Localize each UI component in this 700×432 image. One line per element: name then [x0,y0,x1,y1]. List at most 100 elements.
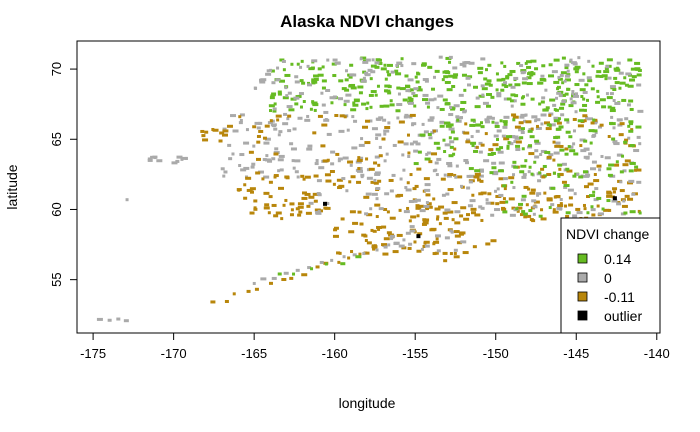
data-point [447,123,454,127]
data-point [301,81,306,85]
data-point [634,67,641,71]
data-point [501,83,507,87]
data-point [480,143,485,147]
data-point [350,175,356,179]
data-point [383,237,390,241]
data-point [552,210,559,214]
data-point [597,125,602,129]
data-point [421,62,427,66]
data-point [563,79,567,83]
data-point [332,234,339,238]
data-point [277,90,282,94]
data-point [579,108,585,112]
data-point [523,185,529,189]
data-point [553,58,560,62]
data-point [587,59,591,63]
data-point [505,76,510,80]
data-point [332,74,337,78]
data-point [560,113,565,117]
data-point [636,83,642,87]
data-point [424,244,430,248]
data-point [419,209,426,213]
data-point [636,135,641,139]
data-point [503,97,507,101]
data-point [386,210,390,214]
data-point [389,216,396,220]
data-point [313,77,319,81]
data-point [491,120,495,124]
data-point [371,58,375,62]
data-point [414,184,419,188]
data-point [329,170,335,174]
data-point [406,206,410,210]
data-point [421,222,427,226]
data-point [352,253,357,257]
data-point [583,139,588,143]
data-point [477,71,483,75]
data-point [444,236,450,240]
data-point [269,96,275,100]
data-point [368,93,374,97]
data-point [441,193,446,197]
data-point [428,136,433,140]
data-point [322,159,329,163]
data-point [555,141,561,145]
data-point [302,177,306,181]
data-point [496,92,502,96]
data-point [564,152,569,156]
data-point [395,109,401,113]
data-point [456,241,462,245]
data-point [252,281,256,285]
data-point [317,209,321,213]
data-point [539,78,546,82]
data-point [398,208,402,212]
data-point [609,85,616,89]
data-point [387,243,391,247]
data-point [221,133,228,137]
data-point [258,121,263,125]
data-point [263,175,270,179]
data-point [503,64,507,68]
data-point [638,142,642,146]
data-point [592,133,597,137]
data-point [445,192,450,196]
data-point [486,79,492,83]
data-point [636,73,642,77]
data-point [324,206,331,210]
data-point [628,129,634,133]
data-point [598,61,604,65]
data-point [313,199,318,203]
data-point [559,73,564,77]
data-point [317,114,323,118]
data-point [496,78,503,82]
data-point [323,206,328,210]
data-point [466,186,471,190]
data-point [552,103,557,107]
data-point [287,91,292,95]
data-point [453,248,458,252]
data-point [363,195,370,199]
data-point [409,113,416,117]
data-point [425,101,431,105]
data-point [528,152,535,156]
data-point [477,66,484,70]
data-point [386,63,393,67]
data-point [370,228,374,232]
data-point [384,192,390,196]
data-point [222,174,226,178]
data-point [502,210,508,214]
data-point [616,61,621,65]
data-point [603,208,610,212]
data-point [568,203,574,207]
data-point [304,118,311,122]
data-point [288,108,295,112]
y-tick-label: 70 [49,62,64,76]
data-point [450,107,456,111]
data-point [478,141,483,145]
data-point [564,74,570,78]
data-point [349,163,353,167]
data-point [383,129,390,133]
data-point [277,169,281,173]
data-point [395,63,399,67]
